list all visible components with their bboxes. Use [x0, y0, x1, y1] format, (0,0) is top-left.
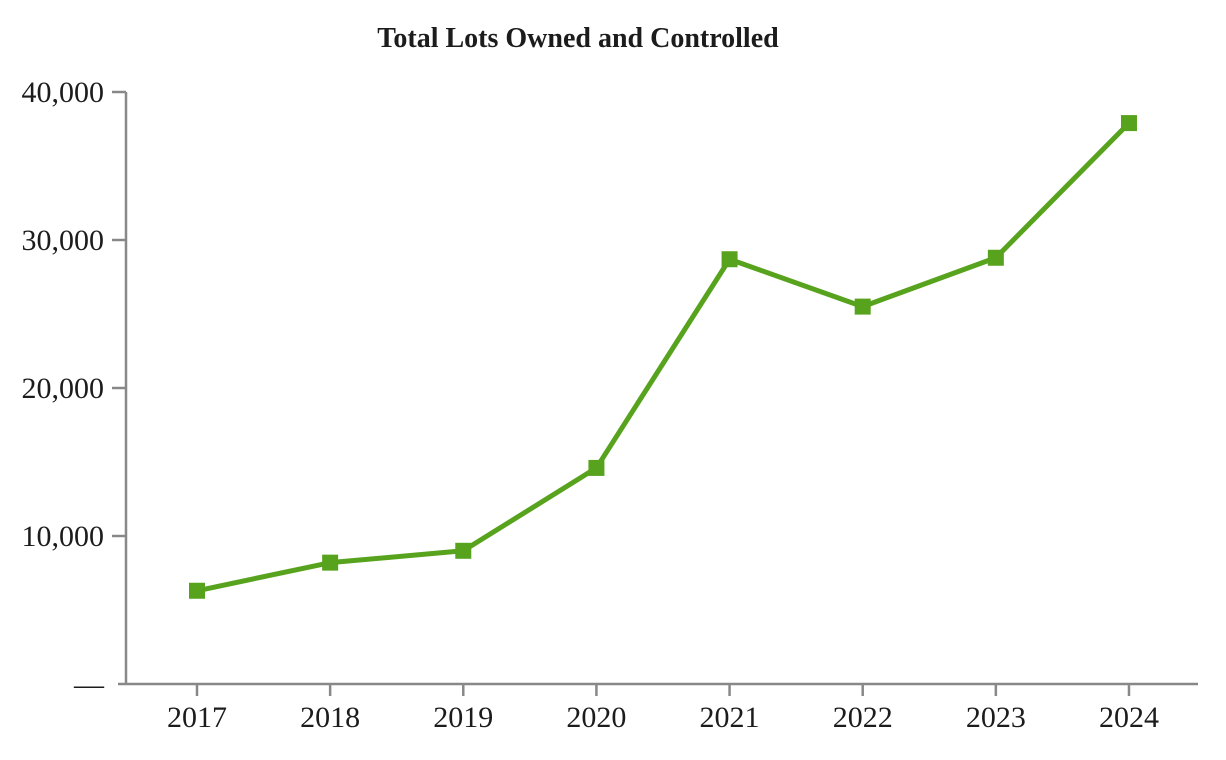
axes-group: — 10,000 20,000 30,000 40,000 2017 2018 2019 202…: [22, 76, 1198, 734]
y-tick-label: 20,000: [22, 372, 105, 405]
data-point-marker-2024: [1120, 115, 1137, 132]
data-point-marker-2017: [189, 582, 205, 599]
y-tick-label: 10,000: [22, 520, 105, 553]
data-point-marker-2019: [455, 542, 472, 559]
data-point-marker-2023: [987, 249, 1004, 266]
data-point-marker-2020: [588, 459, 605, 476]
data-point-marker-2022: [854, 298, 871, 315]
chart-title: Total Lots Owned and Controlled: [377, 23, 779, 54]
x-tick-label: 2022: [833, 701, 893, 734]
series-line: [194, 120, 1132, 594]
x-tick-label: 2020: [566, 701, 626, 734]
y-tick-label: 40,000: [22, 76, 105, 109]
x-tick-label: 2023: [966, 701, 1026, 734]
x-tick-label: 2024: [1099, 701, 1159, 734]
data-point-marker-2021: [721, 251, 738, 268]
data-point-marker-2018: [322, 554, 339, 571]
series-group: [189, 115, 1137, 599]
x-tick-label: 2018: [300, 701, 360, 734]
x-tick-label: 2019: [433, 701, 493, 734]
y-tick-label: 30,000: [22, 224, 105, 257]
x-tick-label: 2017: [167, 701, 227, 734]
x-tick-label: 2021: [700, 701, 760, 734]
y-tick-label: —: [73, 668, 105, 701]
